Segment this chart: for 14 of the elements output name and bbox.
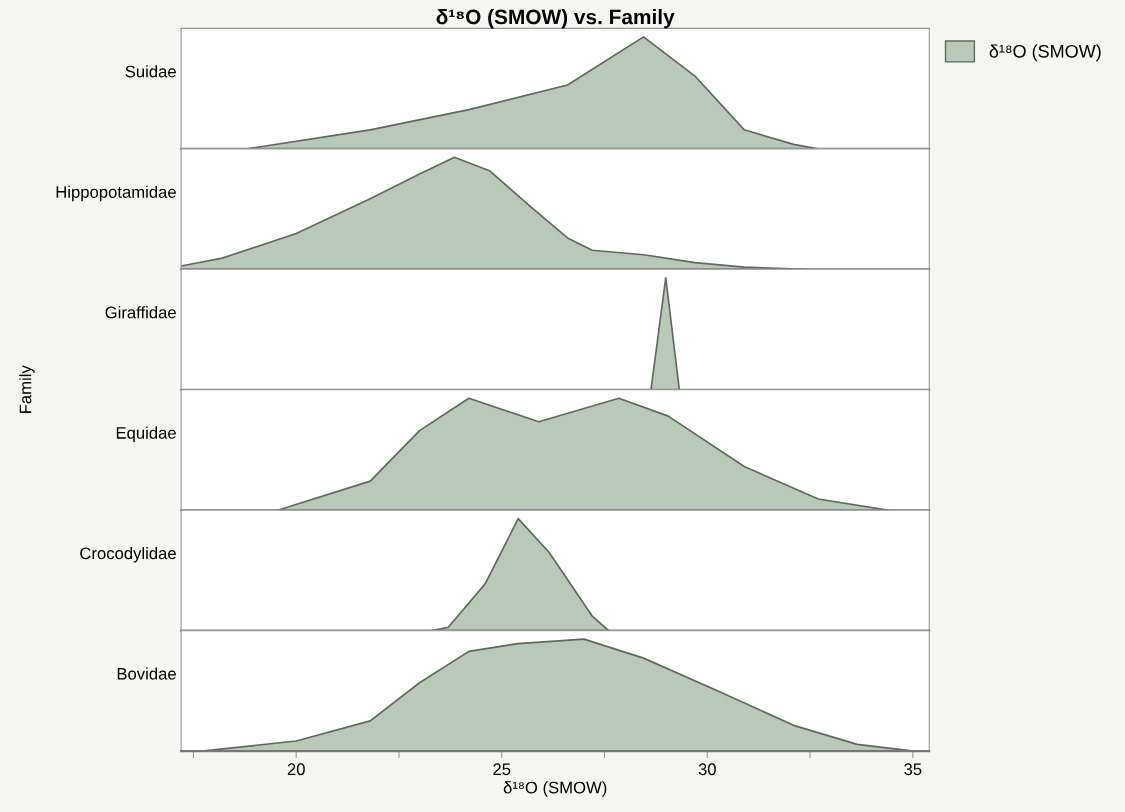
chart-title: δ¹⁸O (SMOW) vs. Family: [436, 9, 675, 29]
y-axis-title: Giraffidae: [105, 306, 176, 319]
y-axis-title: Equidae: [116, 426, 176, 443]
x-tick-label: 30: [698, 763, 716, 776]
y-axis-title: Crocodylidae: [80, 547, 176, 563]
legend-label: δ¹⁸O (SMOW): [989, 44, 1101, 62]
x-tick-label: 35: [904, 763, 922, 776]
x-axis-title: δ¹⁸O (SMOW): [503, 781, 607, 797]
y-axis-title: Hippopotamidae: [56, 185, 176, 202]
x-tick-label: 25: [493, 763, 511, 776]
y-axis-title: Suidae: [125, 65, 176, 78]
y-axis-title: Bovidae: [117, 667, 176, 680]
x-tick-label: 20: [287, 763, 305, 776]
text: Family: [19, 365, 35, 413]
